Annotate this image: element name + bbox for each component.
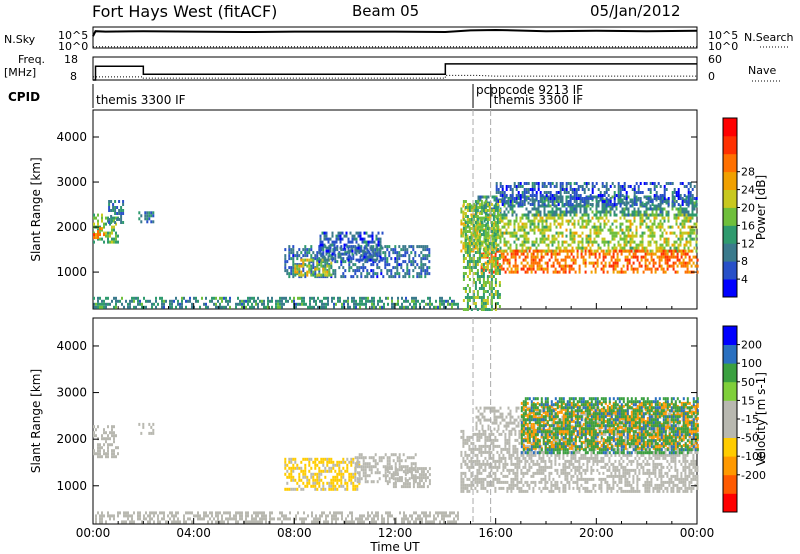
power-colorbar-swatch-6 xyxy=(723,171,737,190)
noise-series-nsky xyxy=(92,28,698,37)
time-tick-label-3: 12:00 xyxy=(378,526,413,540)
nave-series-line xyxy=(93,74,697,79)
power-colorbar-swatch-9 xyxy=(723,118,737,137)
velocity-ytick-label-0: 1000 xyxy=(56,479,87,493)
velocity-ytick-label-2: 3000 xyxy=(56,386,87,400)
time-tick-label-6: 00:00 xyxy=(680,526,715,540)
noise-panel-frame xyxy=(92,26,698,49)
time-tick-label-0: 00:00 xyxy=(76,526,111,540)
power-colorbar-label-1: 8 xyxy=(741,255,748,268)
power-colorbar-swatch-2 xyxy=(723,243,737,262)
freq-label: Freq. xyxy=(18,53,46,66)
power-colorbar-swatch-5 xyxy=(723,189,737,208)
velocity-colorbar-swatch-2 xyxy=(723,456,737,476)
velocity-colorbar-label-1: 100 xyxy=(741,357,762,370)
power-ytick-label-3: 4000 xyxy=(56,130,87,144)
velocity-colorbar-swatch-8 xyxy=(723,344,737,364)
velocity-ytick-label-1: 2000 xyxy=(56,432,87,446)
time-tick-label-1: 04:00 xyxy=(176,526,211,540)
velocity-colorbar-label-3: 15 xyxy=(741,394,755,407)
velocity-colorbar-label-7: -200 xyxy=(741,469,766,482)
power-data-cells xyxy=(93,182,699,311)
time-axis-label: Time UT xyxy=(369,540,420,554)
power-colorbar-label-6: 28 xyxy=(741,166,755,179)
power-colorbar-swatch-7 xyxy=(723,153,737,173)
time-tick-label-2: 08:00 xyxy=(277,526,312,540)
cpid-label: CPID xyxy=(8,90,41,104)
power-colorbar-label-5: 24 xyxy=(741,184,755,197)
cpid-segment-1: pcppcode 9213 IF xyxy=(476,83,583,97)
power-colorbar-swatch-3 xyxy=(723,225,737,244)
velocity-colorbar-swatch-1 xyxy=(723,474,737,494)
freq-unit-label: [MHz] xyxy=(4,66,37,79)
power-ytick-label-1: 2000 xyxy=(56,220,87,234)
power-colorbar-swatch-0 xyxy=(723,279,737,298)
date-title: 05/Jan/2012 xyxy=(590,2,681,20)
power-colorbar-title: Power [dB] xyxy=(754,175,768,240)
velocity-ylabel: Slant Range [km] xyxy=(29,369,43,473)
power-colorbar-label-3: 16 xyxy=(741,219,755,232)
power-colorbar-label-0: 4 xyxy=(741,273,748,286)
velocity-colorbar-label-6: -100 xyxy=(741,450,766,463)
velocity-ytick-label-3: 4000 xyxy=(56,339,87,353)
power-ytick-label-2: 3000 xyxy=(56,175,87,189)
power-colorbar-label-4: 20 xyxy=(741,202,755,215)
power-colorbar-swatch-1 xyxy=(723,261,737,280)
velocity-colorbar-swatch-6 xyxy=(723,381,737,401)
freq-series-line xyxy=(93,63,697,81)
freq-panel-frame xyxy=(92,56,698,81)
beam-title: Beam 05 xyxy=(352,2,420,20)
power-colorbar-swatch-4 xyxy=(723,207,737,226)
nsearch-label: N.Search xyxy=(744,31,794,44)
freq-tick-low: 8 xyxy=(70,70,77,83)
power-ylabel: Slant Range [km] xyxy=(29,157,43,261)
velocity-colorbar-swatch-9 xyxy=(723,326,737,345)
noise-tick-high-right: 10^5 xyxy=(708,29,739,42)
nave-tick-low: 0 xyxy=(708,70,715,83)
velocity-colorbar-swatch-3 xyxy=(723,437,737,457)
velocity-colorbar-label-2: 50 xyxy=(741,376,755,389)
velocity-colorbar-title: Velocity [m s-1] xyxy=(754,372,768,466)
station-title: Fort Hays West (fitACF) xyxy=(92,2,278,21)
nsky-label: N.Sky xyxy=(4,33,36,46)
noise-tick-low: 10^0 xyxy=(58,40,89,53)
noise-tick-high: 10^5 xyxy=(58,29,89,42)
power-ytick-label-0: 1000 xyxy=(56,265,87,279)
cpid-segment-0: themis 3300 IF xyxy=(96,93,186,107)
velocity-colorbar-swatch-5 xyxy=(723,400,737,420)
noise-tick-low-right: 10^0 xyxy=(708,40,739,53)
velocity-colorbar-swatch-0 xyxy=(723,493,737,513)
nave-label: Nave xyxy=(748,64,777,77)
velocity-colorbar-label-0: 200 xyxy=(741,339,762,352)
power-colorbar-swatch-8 xyxy=(723,135,737,155)
velocity-colorbar-label-5: -50 xyxy=(741,432,759,445)
cpid-segment-2: themis 3300 IF xyxy=(494,93,584,107)
nave-tick-high: 60 xyxy=(708,53,722,66)
time-tick-label-5: 20:00 xyxy=(579,526,614,540)
velocity-colorbar-swatch-7 xyxy=(723,363,737,383)
time-tick-label-4: 16:00 xyxy=(478,526,513,540)
velocity-data-cells xyxy=(93,397,699,524)
velocity-colorbar-label-4: -15 xyxy=(741,413,759,426)
freq-tick-high: 18 xyxy=(64,53,78,66)
velocity-colorbar-swatch-4 xyxy=(723,419,737,438)
power-colorbar-label-2: 12 xyxy=(741,237,755,250)
